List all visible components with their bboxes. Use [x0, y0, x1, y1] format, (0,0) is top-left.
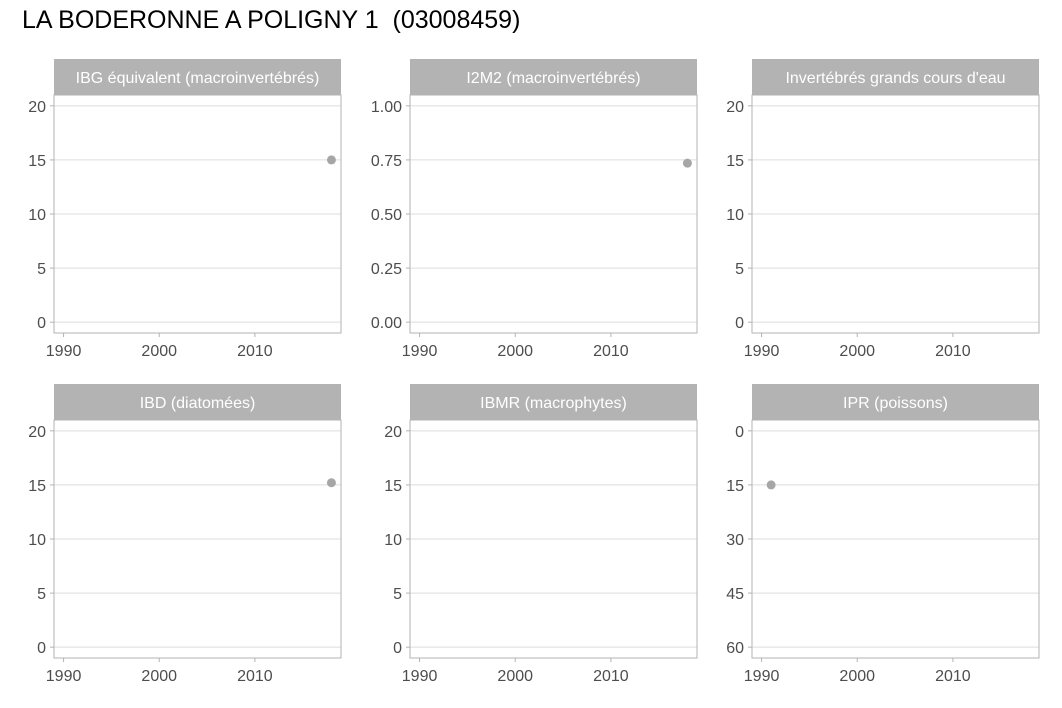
- x-tick-label: 2010: [237, 343, 273, 360]
- facet-strip-title: IBMR (macrophytes): [480, 395, 627, 412]
- y-tick-label: 5: [37, 261, 46, 278]
- y-tick-label: 1.00: [371, 99, 402, 116]
- x-tick-label: 1990: [402, 343, 438, 360]
- y-tick-label: 20: [384, 424, 402, 441]
- x-tick-label: 2010: [935, 343, 971, 360]
- x-tick-label: 1990: [744, 668, 780, 685]
- y-tick-label: 0: [393, 640, 402, 657]
- y-tick-label: 15: [28, 478, 46, 495]
- y-tick-label: 20: [28, 424, 46, 441]
- y-tick-label: 10: [28, 207, 46, 224]
- x-tick-label: 2000: [141, 668, 177, 685]
- data-point: [326, 478, 336, 488]
- y-tick-label: 10: [384, 532, 402, 549]
- facet-strip-title: IBG équivalent (macroinvertébrés): [76, 70, 320, 87]
- y-tick-label: 60: [726, 640, 744, 657]
- facet-panel-4: IBD (diatomées) 0 5 10 15 20 1990 2000 2010: [28, 384, 342, 685]
- facet-strip-title: Invertébrés grands cours d'eau: [785, 70, 1005, 87]
- x-tick-label: 1990: [46, 668, 82, 685]
- y-tick-label: 15: [726, 153, 744, 170]
- data-point: [682, 158, 692, 168]
- x-tick-label: 2010: [237, 668, 273, 685]
- y-tick-label: 0.00: [371, 315, 402, 332]
- y-tick-label: 5: [735, 261, 744, 278]
- facet-strip: [410, 59, 697, 95]
- data-point: [326, 155, 336, 165]
- x-tick-label: 2010: [593, 343, 629, 360]
- y-tick-label: 0.50: [371, 207, 402, 224]
- x-tick-label: 1990: [744, 343, 780, 360]
- facet-panel-5: IBMR (macrophytes) 0 5 10 15 20 1990 2000 2010: [384, 384, 698, 685]
- y-tick-label: 15: [28, 153, 46, 170]
- x-tick-label: 2000: [141, 343, 177, 360]
- y-tick-label: 20: [726, 99, 744, 116]
- facet-strip: [410, 384, 697, 420]
- x-tick-label: 2000: [497, 668, 533, 685]
- page-title: LA BODERONNE A POLIGNY 1 (03008459): [22, 6, 521, 34]
- y-tick-label: 20: [28, 99, 46, 116]
- y-tick-label: 15: [726, 478, 744, 495]
- y-tick-label: 15: [384, 478, 402, 495]
- facet-strip: [54, 59, 341, 95]
- x-tick-label: 2000: [839, 668, 875, 685]
- y-tick-label: 0: [735, 315, 744, 332]
- facet-strip-title: IPR (poissons): [843, 395, 948, 412]
- y-tick-label: 0: [735, 424, 744, 441]
- data-point: [766, 480, 776, 490]
- y-tick-label: 45: [726, 586, 744, 603]
- y-tick-label: 0: [37, 315, 46, 332]
- y-tick-label: 0.25: [371, 261, 402, 278]
- y-tick-label: 0.75: [371, 153, 402, 170]
- x-tick-label: 2000: [839, 343, 875, 360]
- x-tick-label: 1990: [46, 343, 82, 360]
- y-tick-label: 30: [726, 532, 744, 549]
- facet-panel-1: IBG équivalent (macroinvertébrés) 0 5 10 15 2…: [28, 59, 342, 360]
- y-tick-label: 10: [28, 532, 46, 549]
- facet-panel-3: Invertébrés grands cours d'eau 0 5 10 15 20 19…: [726, 59, 1040, 360]
- x-tick-label: 2010: [593, 668, 629, 685]
- facet-strip: [752, 59, 1039, 95]
- x-tick-label: 1990: [402, 668, 438, 685]
- facet-panel-2: I2M2 (macroinvertébrés) 0.00 0.25 0.50 0.75 1…: [371, 59, 698, 360]
- facet-strip: [54, 384, 341, 420]
- y-tick-label: 5: [393, 586, 402, 603]
- facet-strip: [752, 384, 1039, 420]
- x-tick-label: 2010: [935, 668, 971, 685]
- facet-strip-title: I2M2 (macroinvertébrés): [466, 70, 640, 87]
- facet-strip-title: IBD (diatomées): [140, 395, 256, 412]
- y-tick-label: 10: [726, 207, 744, 224]
- y-tick-label: 0: [37, 640, 46, 657]
- y-tick-label: 5: [37, 586, 46, 603]
- x-tick-label: 2000: [497, 343, 533, 360]
